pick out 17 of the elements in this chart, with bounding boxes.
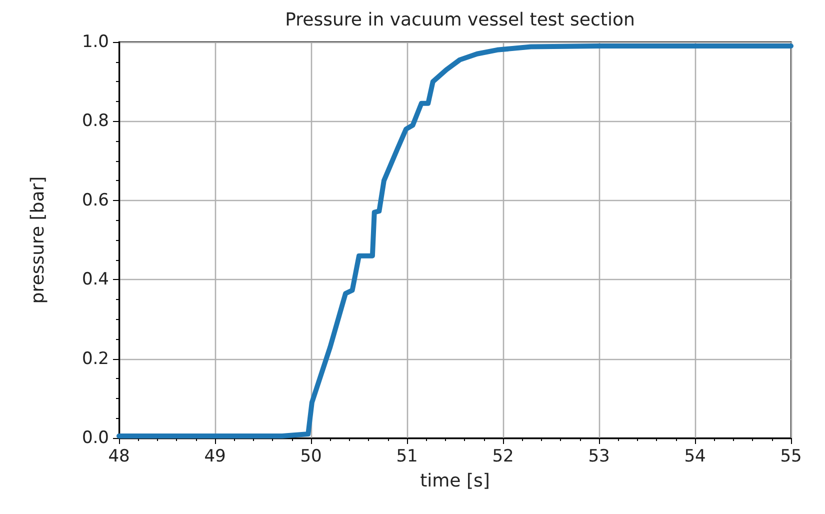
x-tick-label: 52 <box>492 446 514 466</box>
y-axis-title: pressure [bar] <box>28 176 48 304</box>
x-tick-label: 55 <box>780 446 802 466</box>
y-tick-label: 0.6 <box>82 190 109 210</box>
x-axis-title: time [s] <box>420 470 490 492</box>
x-tick-label: 54 <box>684 446 706 466</box>
x-tick-label: 48 <box>108 446 130 466</box>
y-tick-label: 0.0 <box>82 428 109 448</box>
y-tick-label: 1.0 <box>82 32 109 52</box>
x-tick-label: 49 <box>204 446 226 466</box>
x-tick-label: 53 <box>588 446 610 466</box>
x-tick-label: 50 <box>300 446 322 466</box>
x-tick-label: 51 <box>396 446 418 466</box>
y-tick-label: 0.2 <box>82 348 109 369</box>
y-tick-label: 0.4 <box>82 270 109 290</box>
chart-title: Pressure in vacuum vessel test section <box>285 10 635 30</box>
y-tick-label: 0.8 <box>82 111 109 132</box>
